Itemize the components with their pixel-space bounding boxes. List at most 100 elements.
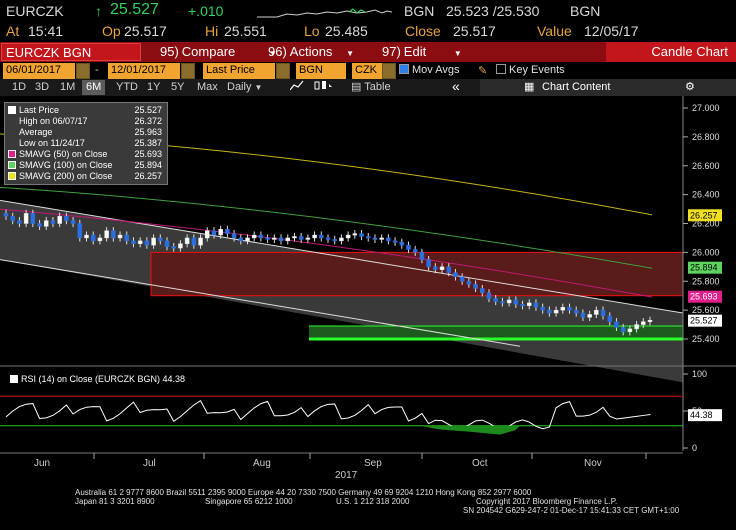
period-6m[interactable]: 6M: [82, 80, 106, 95]
candle: [37, 223, 42, 227]
candle: [278, 237, 284, 242]
edit-button[interactable]: 97) Edit ▼: [382, 44, 462, 60]
dropdown-icon[interactable]: [382, 63, 396, 79]
period-1m[interactable]: 1M: [60, 81, 76, 93]
table-icon: ▤: [351, 81, 362, 93]
currency-field[interactable]: CZK: [352, 63, 382, 79]
candle-type-icon[interactable]: [310, 80, 338, 95]
candle: [44, 220, 49, 227]
dropdown-arrow-icon: ▼: [254, 83, 263, 92]
actions-button[interactable]: 96) Actions ▼: [268, 44, 354, 60]
period-max[interactable]: Max: [197, 81, 218, 93]
period-3d[interactable]: 3D: [35, 81, 50, 93]
actions-label: Actions: [289, 44, 333, 59]
dropdown-arrow-icon: ▼: [346, 49, 354, 58]
value-label: Value: [537, 23, 572, 39]
dropdown-icon[interactable]: [276, 63, 290, 79]
table-button[interactable]: ▤ Table: [347, 80, 395, 95]
price-chart[interactable]: 27.000 26.800 26.600 26.400 26.200 26.000 25.8…: [0, 96, 736, 471]
table-label: Table: [364, 81, 391, 93]
candle: [57, 216, 62, 224]
legend-row: Average 25.963: [8, 127, 164, 138]
checkbox-checked-icon[interactable]: [399, 64, 409, 74]
candle: [634, 324, 639, 330]
calendar-icon[interactable]: [76, 63, 90, 79]
legend-value: 25.963: [134, 127, 162, 137]
candle: [641, 321, 646, 325]
start-date-field[interactable]: 06/01/2017: [3, 63, 75, 79]
period-toolbar: 1D 3D 1M 6M YTD 1Y 5Y Max Daily ▼ ▤ Table « ▦ C…: [0, 79, 736, 96]
candle: [144, 240, 150, 246]
period-1y[interactable]: 1Y: [147, 81, 161, 93]
pencil-icon[interactable]: ✎: [478, 65, 488, 77]
legend-label: Average: [19, 127, 53, 137]
candle: [533, 302, 539, 308]
candle: [178, 243, 183, 249]
collapse-icon[interactable]: «: [452, 78, 460, 94]
period-1d[interactable]: 1D: [12, 81, 27, 93]
candle: [359, 233, 364, 237]
period-ytd[interactable]: YTD: [116, 81, 138, 93]
candle: [379, 237, 384, 240]
candle: [332, 239, 337, 242]
line-chart-icon[interactable]: [286, 80, 308, 95]
candle: [399, 242, 405, 246]
ticker-symbol: EURCZK: [6, 3, 64, 19]
candle: [547, 309, 552, 314]
candle: [453, 272, 458, 278]
candle: [205, 230, 210, 239]
frequency-label: Daily: [227, 81, 252, 93]
candle: [258, 234, 264, 239]
candle: [540, 306, 545, 311]
frequency-select[interactable]: Daily ▼: [223, 80, 266, 95]
legend-label: SMAVG (50) on Close: [19, 149, 108, 159]
key-events-toggle[interactable]: Key Events: [496, 64, 565, 76]
legend-row: Low on 11/24/17 25.387: [8, 138, 164, 149]
candle: [433, 266, 438, 270]
end-date-field[interactable]: 12/01/2017: [108, 63, 180, 79]
candle: [292, 236, 297, 239]
price-field-select[interactable]: Last Price: [203, 63, 275, 79]
period-5y[interactable]: 5Y: [171, 81, 185, 93]
legend-swatch: [8, 172, 16, 180]
price-tag-label: 25.693: [690, 292, 718, 302]
compare-button[interactable]: 95) Compare ▼: [160, 44, 277, 60]
time-value: 15:41: [28, 23, 64, 39]
candle: [298, 236, 304, 240]
calendar-icon[interactable]: [181, 63, 195, 79]
source-field[interactable]: BGN: [296, 63, 346, 79]
source-label: BGN: [404, 3, 435, 19]
candle: [77, 223, 83, 239]
chart-canvas[interactable]: 27.000 26.800 26.600 26.400 26.200 26.000 25.8…: [0, 96, 736, 471]
candle: [164, 240, 170, 247]
x-axis-month: Jun: [34, 458, 51, 469]
sparkline-icon: [257, 6, 393, 22]
y-tick-label: 26.400: [692, 190, 720, 200]
legend-label: SMAVG (200) on Close: [19, 171, 113, 181]
candle-chart-button[interactable]: Candle Chart: [606, 42, 736, 62]
footer-copyright: Copyright 2017 Bloomberg Finance L.P.: [476, 497, 618, 506]
candle: [131, 240, 136, 244]
security-button[interactable]: EURCZK BGN Curncy: [1, 43, 141, 75]
rsi-tick-label: 100: [692, 369, 707, 379]
chart-content-panel[interactable]: « ▦ Chart Content ⚙: [452, 79, 736, 96]
dropdown-arrow-icon: ▼: [453, 49, 462, 58]
candle: [392, 240, 398, 243]
price-tag-label: 25.894: [690, 263, 718, 273]
lo-label: Lo: [304, 23, 320, 39]
candle: [23, 213, 29, 224]
candle: [527, 302, 532, 307]
gear-icon[interactable]: ⚙: [685, 81, 695, 93]
checkbox-icon[interactable]: [496, 64, 506, 74]
mov-avgs-toggle[interactable]: Mov Avgs: [399, 64, 460, 76]
candle: [607, 315, 612, 322]
candle: [84, 234, 89, 239]
candle: [151, 237, 156, 246]
candle: [117, 234, 123, 239]
legend-value: 25.527: [134, 105, 162, 115]
candle: [231, 233, 237, 239]
candle: [64, 216, 69, 221]
candle: [245, 237, 250, 242]
candle: [265, 237, 270, 240]
candle: [614, 321, 619, 328]
